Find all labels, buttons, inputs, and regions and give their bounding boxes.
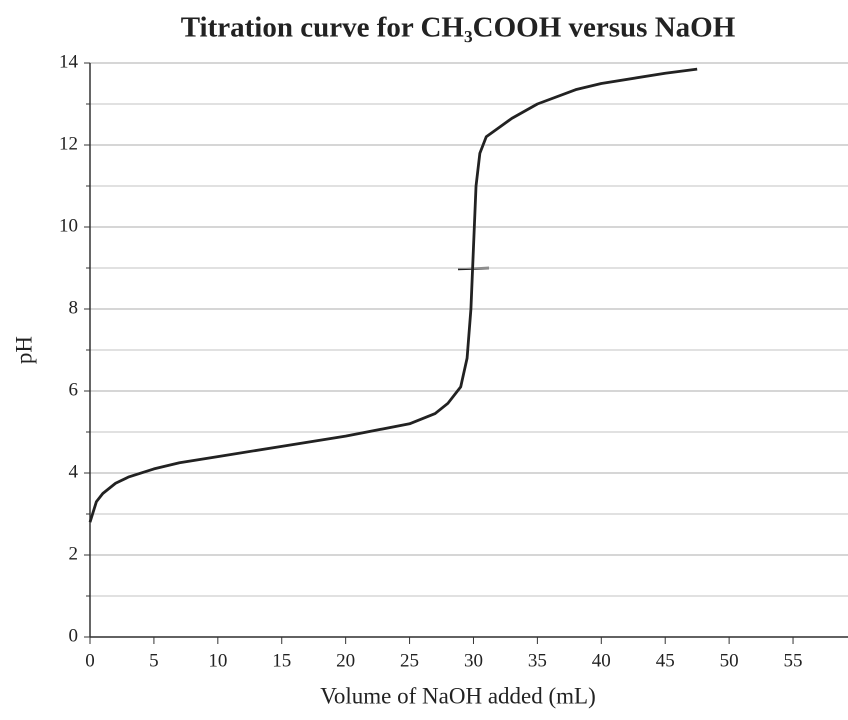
- x-tick-label: 35: [528, 650, 547, 671]
- chart-title: Titration curve for CH₃COOH versus NaOH: [181, 12, 736, 44]
- x-tick-label: 10: [208, 650, 227, 671]
- x-tick-label: 45: [656, 650, 675, 671]
- x-tick-label: 55: [784, 650, 803, 671]
- x-tick-label: 30: [464, 650, 483, 671]
- x-tick-label: 15: [272, 650, 291, 671]
- x-tick-label: 40: [592, 650, 611, 671]
- x-tick-label: 25: [400, 650, 419, 671]
- y-tick-label: 0: [69, 625, 79, 646]
- y-tick-label: 2: [69, 543, 79, 564]
- y-tick-label: 12: [59, 133, 78, 154]
- y-tick-label: 6: [69, 379, 79, 400]
- x-tick-label: 20: [336, 650, 355, 671]
- x-axis-label: Volume of NaOH added (mL): [320, 683, 596, 708]
- y-axis-label: pH: [11, 336, 36, 364]
- y-tick-label: 4: [69, 461, 79, 482]
- y-tick-label: 10: [59, 215, 78, 236]
- y-tick-label: 8: [69, 297, 79, 318]
- x-tick-label: 5: [149, 650, 159, 671]
- line: [88, 67, 698, 523]
- y-tick-label: 14: [59, 51, 79, 72]
- x-tick-label: 50: [720, 650, 739, 671]
- x-tick-label: 0: [85, 650, 95, 671]
